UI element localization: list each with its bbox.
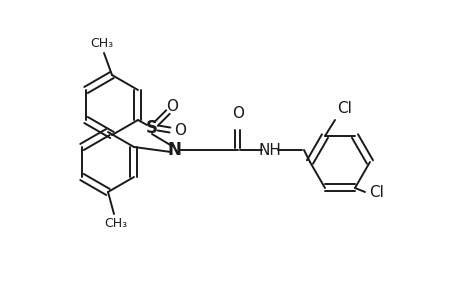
Text: NH: NH <box>258 142 281 158</box>
Text: Cl: Cl <box>336 101 351 116</box>
Text: CH₃: CH₃ <box>104 217 127 230</box>
Text: N: N <box>167 141 180 159</box>
Text: O: O <box>231 106 243 121</box>
Text: O: O <box>174 122 185 137</box>
Text: O: O <box>166 98 178 113</box>
Text: Cl: Cl <box>368 185 383 200</box>
Text: CH₃: CH₃ <box>90 37 113 50</box>
Text: S: S <box>146 119 157 137</box>
